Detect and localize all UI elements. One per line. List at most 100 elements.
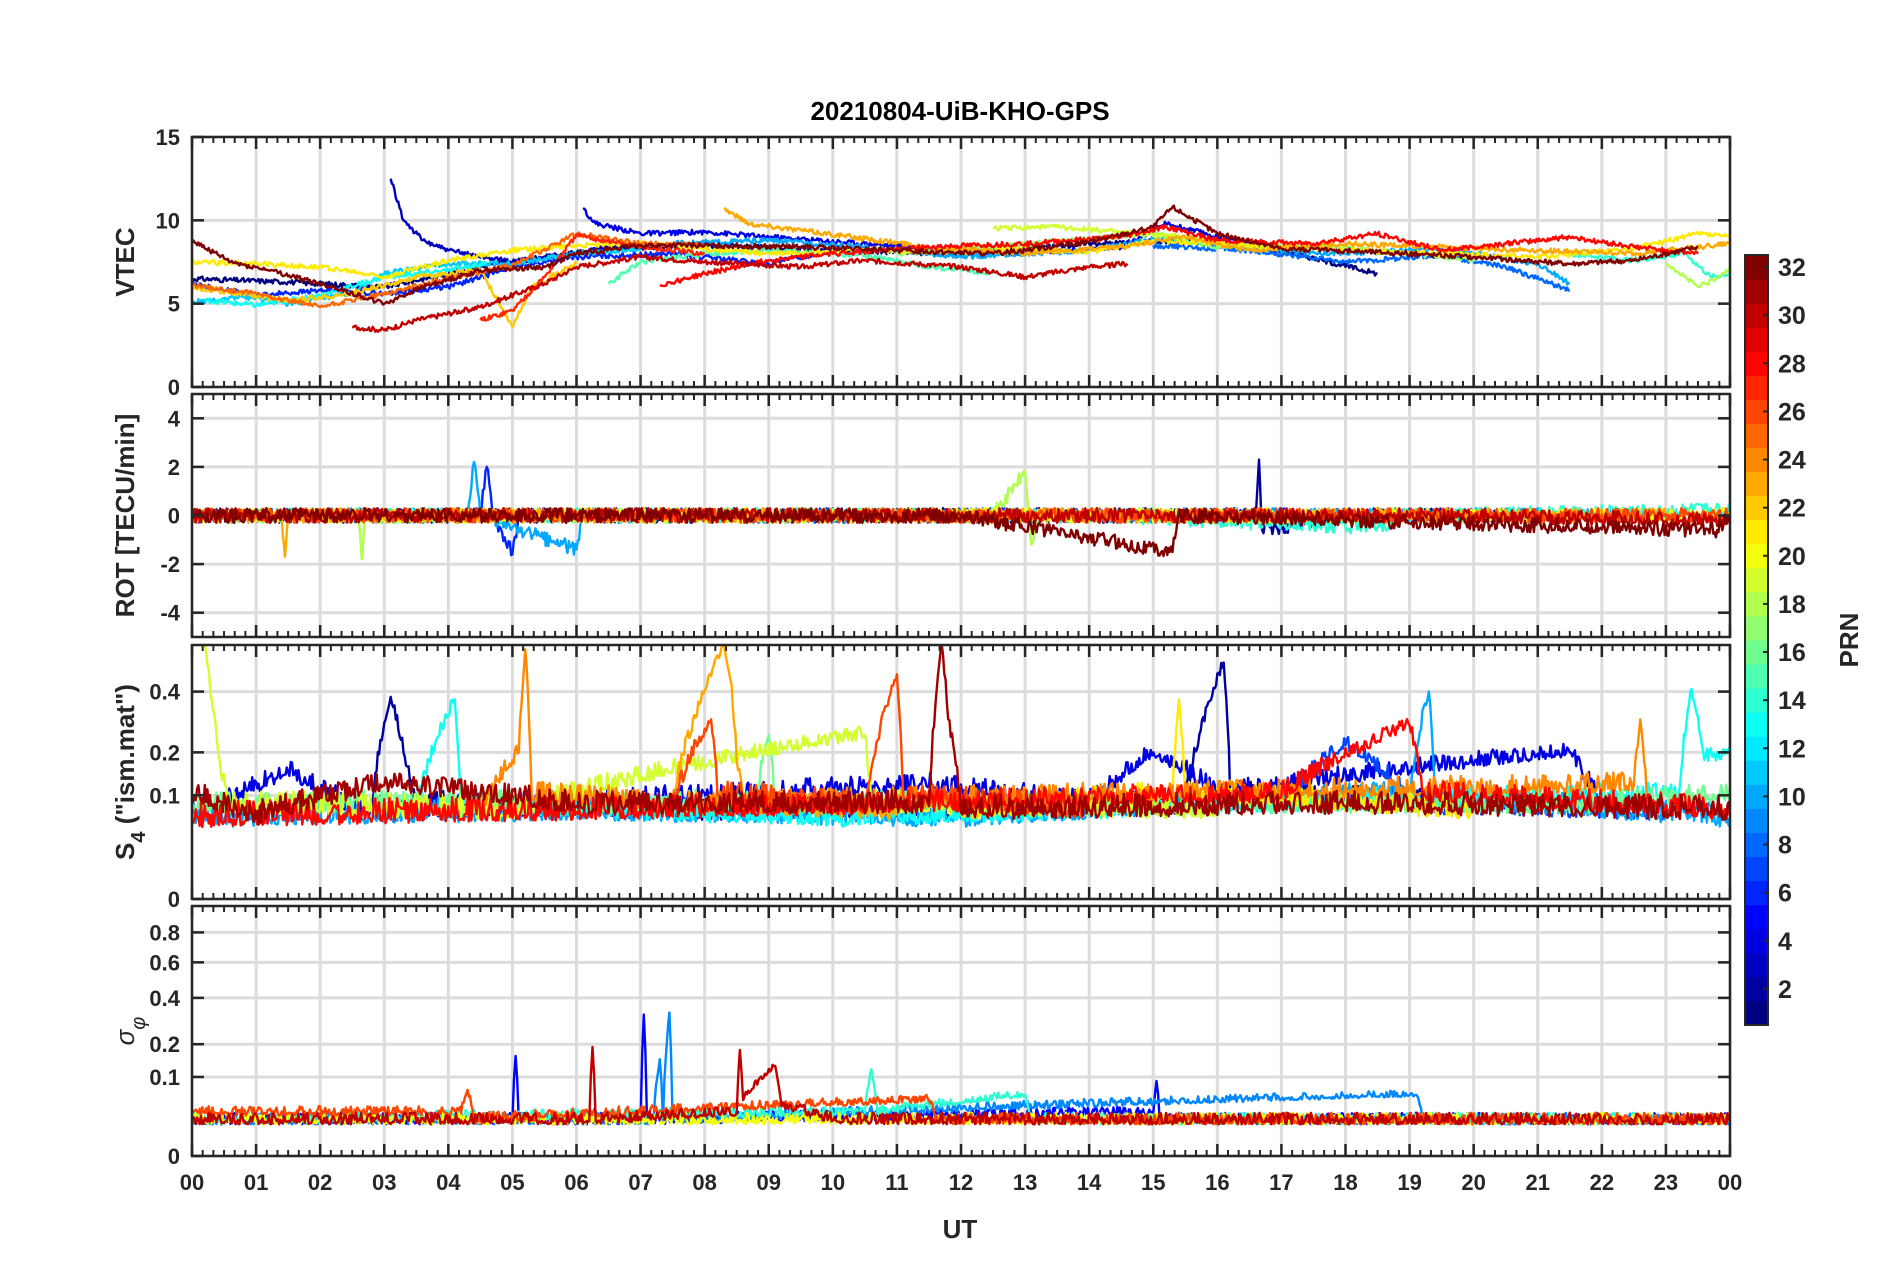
y-tick-label: 15 <box>156 125 180 150</box>
colorbar-label: PRN <box>1834 613 1864 668</box>
x-tick-label: 23 <box>1654 1170 1678 1195</box>
colorbar-segment <box>1745 976 1768 1002</box>
colorbar-segment <box>1745 784 1768 809</box>
colorbar-segment <box>1745 928 1768 954</box>
y-tick-label: 0.4 <box>149 986 180 1011</box>
x-tick-label: 17 <box>1269 1170 1293 1195</box>
colorbar-tick-label: 4 <box>1778 928 1792 956</box>
x-tick-label: 05 <box>500 1170 524 1195</box>
y-tick-label: 0.4 <box>149 680 180 705</box>
x-tick-label: 03 <box>372 1170 396 1195</box>
y-tick-label: 0.6 <box>149 950 180 975</box>
series-prn-32 <box>192 204 1698 306</box>
x-tick-label: 12 <box>949 1170 973 1195</box>
x-ticks-vtec <box>190 137 1732 387</box>
x-tick-label: 09 <box>757 1170 781 1195</box>
x-tick-label: 21 <box>1526 1170 1550 1195</box>
y-tick-label: 2 <box>168 455 180 480</box>
panel-s4: 0 0.1 0.2 0.4S4 ("ism.mat") <box>110 643 1732 912</box>
colorbar-tick-label: 10 <box>1778 783 1806 811</box>
series-prn-14 <box>192 1068 1730 1126</box>
x-tick-label: 14 <box>1077 1170 1102 1195</box>
series-prn-18 <box>1664 261 1730 289</box>
x-ticks-sigma_phi <box>190 906 1732 1156</box>
colorbar-segment <box>1745 760 1768 785</box>
y-ticks-s4: 0 0.1 0.2 0.4 <box>149 680 1730 912</box>
colorbar-tick-label: 24 <box>1778 447 1806 475</box>
colorbar-segment <box>1745 832 1768 858</box>
y-tick-label: -4 <box>160 601 180 626</box>
colorbar-segment <box>1745 519 1768 545</box>
y-axis-label-vtec: VTEC <box>110 227 140 297</box>
colorbar-segment <box>1745 615 1768 641</box>
colorbar-segment <box>1745 399 1768 424</box>
colorbar-segment <box>1745 471 1768 497</box>
series-group-rot <box>192 458 1730 561</box>
series-prn-31 <box>192 645 1730 826</box>
x-tick-label: 02 <box>308 1170 332 1195</box>
colorbar-segment <box>1745 279 1768 304</box>
colorbar-tick-label: 26 <box>1778 398 1806 426</box>
colorbar-segment <box>1745 664 1768 689</box>
colorbar-tick-label: 18 <box>1778 591 1806 619</box>
x-tick-label: 11 <box>885 1170 908 1195</box>
x-tick-label: 15 <box>1141 1170 1165 1195</box>
colorbar-tick-label: 20 <box>1778 543 1806 571</box>
colorbar-tick-label: 2 <box>1778 976 1792 1004</box>
y-tick-label: -2 <box>160 552 180 577</box>
series-prn-22 <box>192 260 578 329</box>
colorbar-segment <box>1745 904 1768 930</box>
x-ticks-s4 <box>190 645 1732 899</box>
series-prn-28 <box>659 224 1699 288</box>
x-tick-label: 20 <box>1461 1170 1485 1195</box>
y-tick-label: 0.2 <box>149 1032 180 1057</box>
series-prn-32 <box>192 507 1730 558</box>
x-axis-label: UT <box>943 1214 978 1244</box>
y-tick-label: 0 <box>168 1144 180 1169</box>
colorbar-segment <box>1745 736 1768 761</box>
series-group-sigma_phi <box>192 1011 1730 1126</box>
colorbar-tick-label: 32 <box>1778 254 1806 282</box>
x-tick-label: 06 <box>564 1170 588 1195</box>
x-tick-label: 01 <box>244 1170 268 1195</box>
series-prn-19 <box>992 223 1315 251</box>
colorbar-tick-label: 22 <box>1778 495 1806 523</box>
series-prn-14 <box>1568 250 1730 280</box>
y-tick-label: 0.1 <box>149 783 180 808</box>
grid-vtec <box>190 135 1732 389</box>
panel-vtec: 0 5 10 15 VTEC <box>110 125 1732 400</box>
colorbar-segment <box>1745 351 1768 376</box>
series-prn-27 <box>479 232 706 322</box>
x-tick-label: 00 <box>1718 1170 1742 1195</box>
colorbar-segment <box>1745 688 1768 713</box>
colorbar-segment <box>1745 495 1768 521</box>
colorbar-box <box>1744 254 1769 1026</box>
x-tick-label: 08 <box>692 1170 716 1195</box>
colorbar-segment <box>1745 255 1768 280</box>
y-tick-label: 4 <box>168 406 181 431</box>
y-tick-label: 0 <box>168 375 180 400</box>
y-tick-label: 5 <box>168 292 180 317</box>
y-tick-label: 0.1 <box>149 1065 180 1090</box>
panel-sigma_phi: 0 0.1 0.2 0.4 0.6 0.8 σφ 00 01 02 03 04 05 06 07 08 09 10… <box>110 904 1742 1195</box>
colorbar-tick-label: 6 <box>1778 880 1792 908</box>
colorbar-segment <box>1745 856 1768 882</box>
y-ticks-sigma_phi: 0 0.1 0.2 0.4 0.6 0.8 <box>149 920 1730 1169</box>
y-tick-label: 0.8 <box>149 920 180 945</box>
y-axis-label-s4: S4 ("ism.mat") <box>110 684 150 860</box>
series-prn-30 <box>352 253 1129 333</box>
x-tick-label: 16 <box>1205 1170 1229 1195</box>
colorbar-tick-label: 28 <box>1778 350 1806 378</box>
series-group-vtec <box>192 178 1730 333</box>
x-tick-label: 18 <box>1333 1170 1357 1195</box>
colorbar-segment <box>1745 808 1768 833</box>
x-ticks-rot <box>190 394 1732 637</box>
y-axis-label-rot: ROT [TECU/min] <box>110 414 140 618</box>
y-tick-label: 0 <box>168 504 180 529</box>
colorbar-segment <box>1745 543 1768 569</box>
colorbar-tick-label: 16 <box>1778 639 1806 667</box>
colorbar-segment <box>1745 712 1768 737</box>
